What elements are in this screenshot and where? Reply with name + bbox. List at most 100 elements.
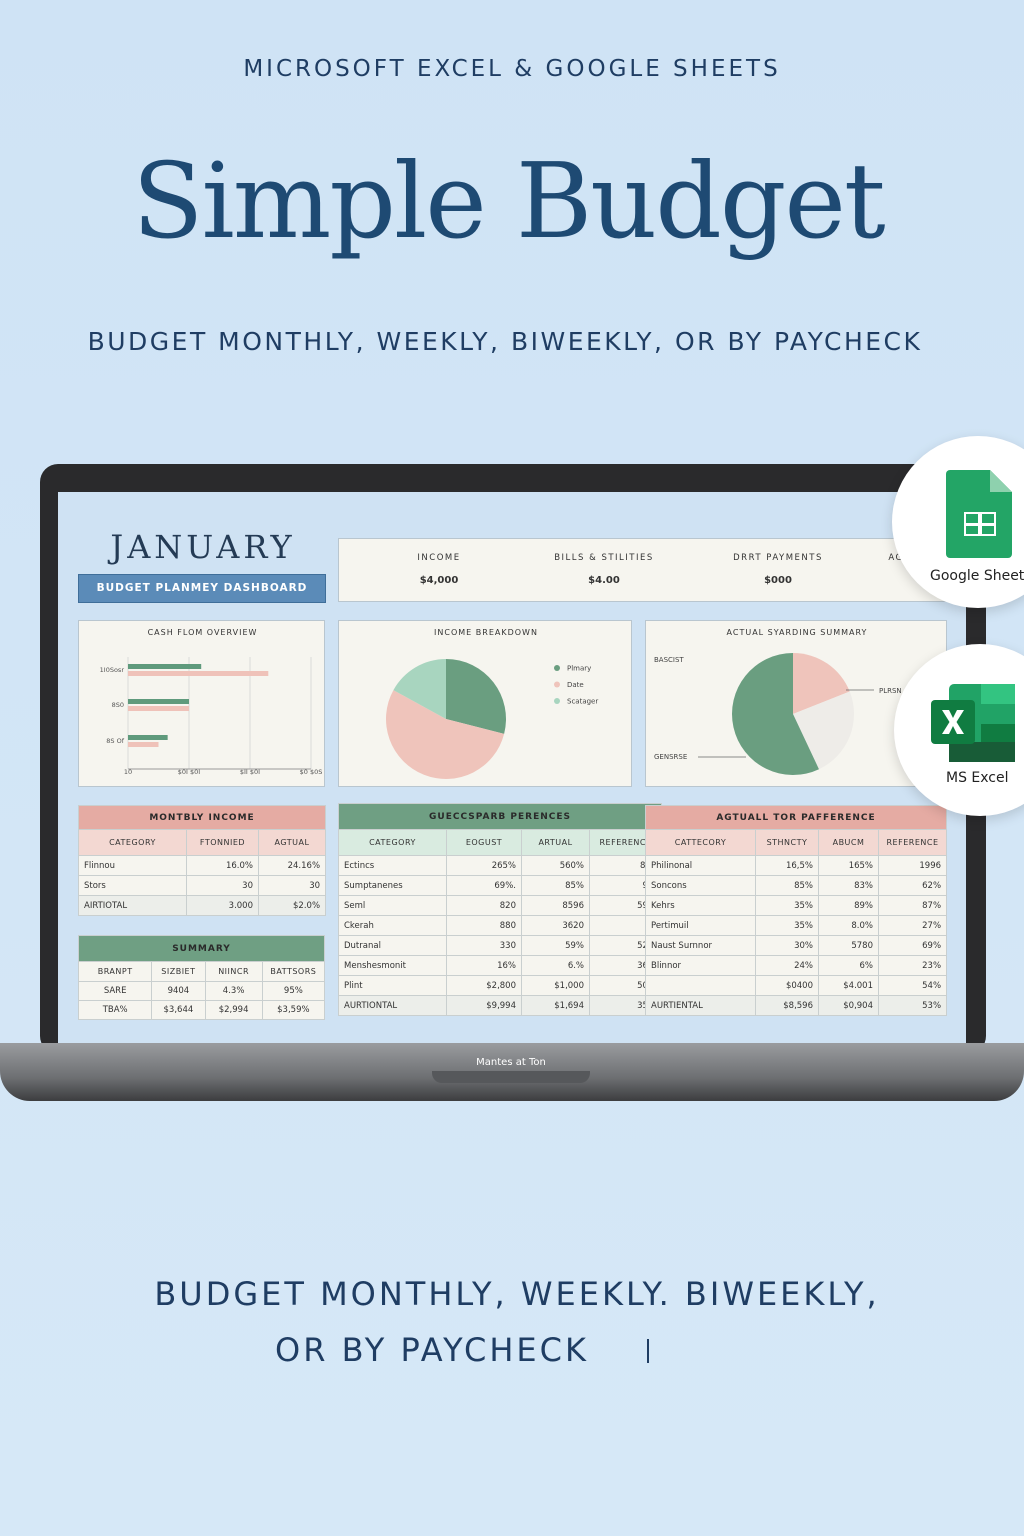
table-cell: 35% <box>755 915 819 936</box>
table-cell: Plint <box>338 975 447 996</box>
header-cell: ARTUAL <box>521 829 590 856</box>
y-tick-label: 8S Of <box>106 737 124 745</box>
pie-slice <box>793 691 854 770</box>
legend-swatch <box>554 681 560 688</box>
legend-label: Scatager <box>567 698 598 706</box>
pie-label: BASCIST <box>654 656 684 664</box>
kpi-label: DRRT PAYMENTS <box>733 553 823 563</box>
table-row: Ckerah 880 3620 34 <box>338 915 663 936</box>
bar <box>128 735 168 740</box>
chart: INCOME BREAKDOWN Plmary Date Scatager <box>386 628 598 779</box>
kpi-value: $000 <box>764 575 792 586</box>
table-row: TBA% $3,644 $2,994 $3,59% <box>77 1000 326 1020</box>
table-cell: $4.001 <box>818 975 879 996</box>
table-row: Naust Surnnor 30% 5780 69% <box>645 935 948 956</box>
table-cell: Blinnor <box>645 955 756 976</box>
table-cell: SARE <box>77 981 153 1001</box>
tagline: BUDGET MONTHLY, WEEKLY, BIWEEKLY, OR BY … <box>87 327 923 356</box>
table-cell: $8,596 <box>755 995 819 1016</box>
table-cell: TBA% <box>77 1000 153 1020</box>
table-title: MONTBLY INCOME <box>77 805 327 830</box>
kpi-label: INCOME <box>417 553 461 563</box>
kpi-value: $4,000 <box>419 575 459 586</box>
x-tick-label: 10 <box>124 768 132 776</box>
header-row: CATEGORY EOGUST ARTUAL REFERENCE <box>338 829 663 856</box>
table-title: GUECCSPARB PERENCES <box>337 803 663 830</box>
eyebrow: MICROSOFT EXCEL & GOOGLE SHEETS <box>243 56 781 82</box>
table-cell: 330 <box>446 935 522 956</box>
legend-swatch <box>554 665 560 671</box>
table-row: Menshesmonit 16% 6.% 36% <box>338 955 663 976</box>
cursor <box>647 1339 649 1363</box>
chart: CASH FLOM OVERVIEW 10 $0I $0I $II $0I $0 $0S… <box>100 628 323 776</box>
month: JANUARY <box>110 528 296 566</box>
table-cell: Flinnou <box>78 855 187 876</box>
table-cell: 30 <box>186 875 259 896</box>
table-cell: Kehrs <box>645 895 756 916</box>
table-cell: Soncons <box>645 875 756 896</box>
table-cell: 880 <box>446 915 522 936</box>
chart-title: CASH FLOM OVERVIEW <box>148 628 258 637</box>
actual-panel: ACTUAL SYARDING SUMMARY BASCIST PLRSN GENSR… <box>645 620 947 787</box>
table-cell: $1,000 <box>521 975 590 996</box>
table-cell: Seml <box>338 895 447 916</box>
table-cell: $0,904 <box>818 995 879 1016</box>
table-row: AIRTIOTAL 3.000 $2.0% <box>78 895 327 916</box>
table-cell: 16,5% <box>755 855 819 876</box>
header-cell: SIZBIET <box>151 961 206 982</box>
table-cell: $3,59% <box>261 1000 326 1020</box>
table-row: Flinnou 16.0% 24.16% <box>78 855 327 876</box>
header-cell: FTONNIED <box>186 829 259 856</box>
kpi-value: $4.00 <box>588 575 620 586</box>
excel-icon <box>931 684 1015 762</box>
comparison-table: GUECCSPARB PERENCES CATEGORY EOGUST ARTUAL R… <box>337 803 663 1016</box>
table-cell: 1996 <box>877 855 948 876</box>
header-cell: STHNCTY <box>755 829 819 856</box>
table: AGTUALL TOR PAFFERENCE CATTECORY STHNCTY AB… <box>644 805 948 1016</box>
excel-cell <box>949 742 1015 762</box>
table-cell: $2.0% <box>257 895 327 916</box>
table-row: Stors 30 30 <box>78 875 327 896</box>
bar <box>128 671 269 676</box>
excel-label: MS Excel <box>946 770 1009 786</box>
header-cell: REFERENCE <box>877 829 948 856</box>
table-cell: 69%. <box>446 875 522 896</box>
table-row: $0400 $4.001 54% <box>645 975 948 996</box>
table-cell: 54% <box>877 975 948 996</box>
table-cell: Pertimuil <box>645 915 756 936</box>
table-cell: 53% <box>877 995 948 1016</box>
difference-table: AGTUALL TOR PAFFERENCE CATTECORY STHNCTY AB… <box>644 805 948 1016</box>
table-cell: AURTIONTAL <box>338 995 447 1016</box>
legend-label: Plmary <box>567 665 591 673</box>
table-cell: AIRTIOTAL <box>78 895 187 916</box>
table-cell: 4.3% <box>204 981 263 1001</box>
table-row: Blinnor 24% 6% 23% <box>645 955 948 976</box>
header-row: CATEGORY FTONNIED AGTUAL <box>78 829 327 856</box>
table-cell: 35% <box>755 895 819 916</box>
table-cell: 24% <box>755 955 819 976</box>
laptop-brand: Mantes at Ton <box>476 1057 546 1068</box>
title-row: MONTBLY INCOME <box>77 805 327 830</box>
table-cell: 95% <box>261 981 326 1001</box>
bar <box>128 742 159 747</box>
table-cell: $1,694 <box>521 995 590 1016</box>
table-cell: AURTIENTAL <box>645 995 756 1016</box>
pie-slice <box>793 653 850 714</box>
table-cell: 165% <box>818 855 879 876</box>
table-row: Sumptanenes 69%. 85% 9% <box>338 875 663 896</box>
chart: ACTUAL SYARDING SUMMARY BASCIST PLRSN GENSR… <box>654 628 902 775</box>
screen: JANUARY BUDGET PLANMEY DASHBOARD INCOME $… <box>58 492 966 1043</box>
table-cell: Ectincs <box>338 855 447 876</box>
pie-slice <box>393 659 446 719</box>
table-cell: 83% <box>818 875 879 896</box>
cash-flow-panel: CASH FLOM OVERVIEW 10 $0I $0I $II $0I $0 $0S… <box>78 620 325 787</box>
table-cell: Stors <box>78 875 187 896</box>
table-cell: Naust Surnnor <box>645 935 756 956</box>
excel-cell <box>981 724 1015 744</box>
legend-label: Date <box>567 681 584 689</box>
header-row: CATTECORY STHNCTY ABUCM REFERENCE <box>645 829 948 856</box>
table-cell: 6.% <box>521 955 590 976</box>
table-cell: 85% <box>755 875 819 896</box>
table-cell: 89% <box>818 895 879 916</box>
laptop-notch <box>432 1071 590 1083</box>
